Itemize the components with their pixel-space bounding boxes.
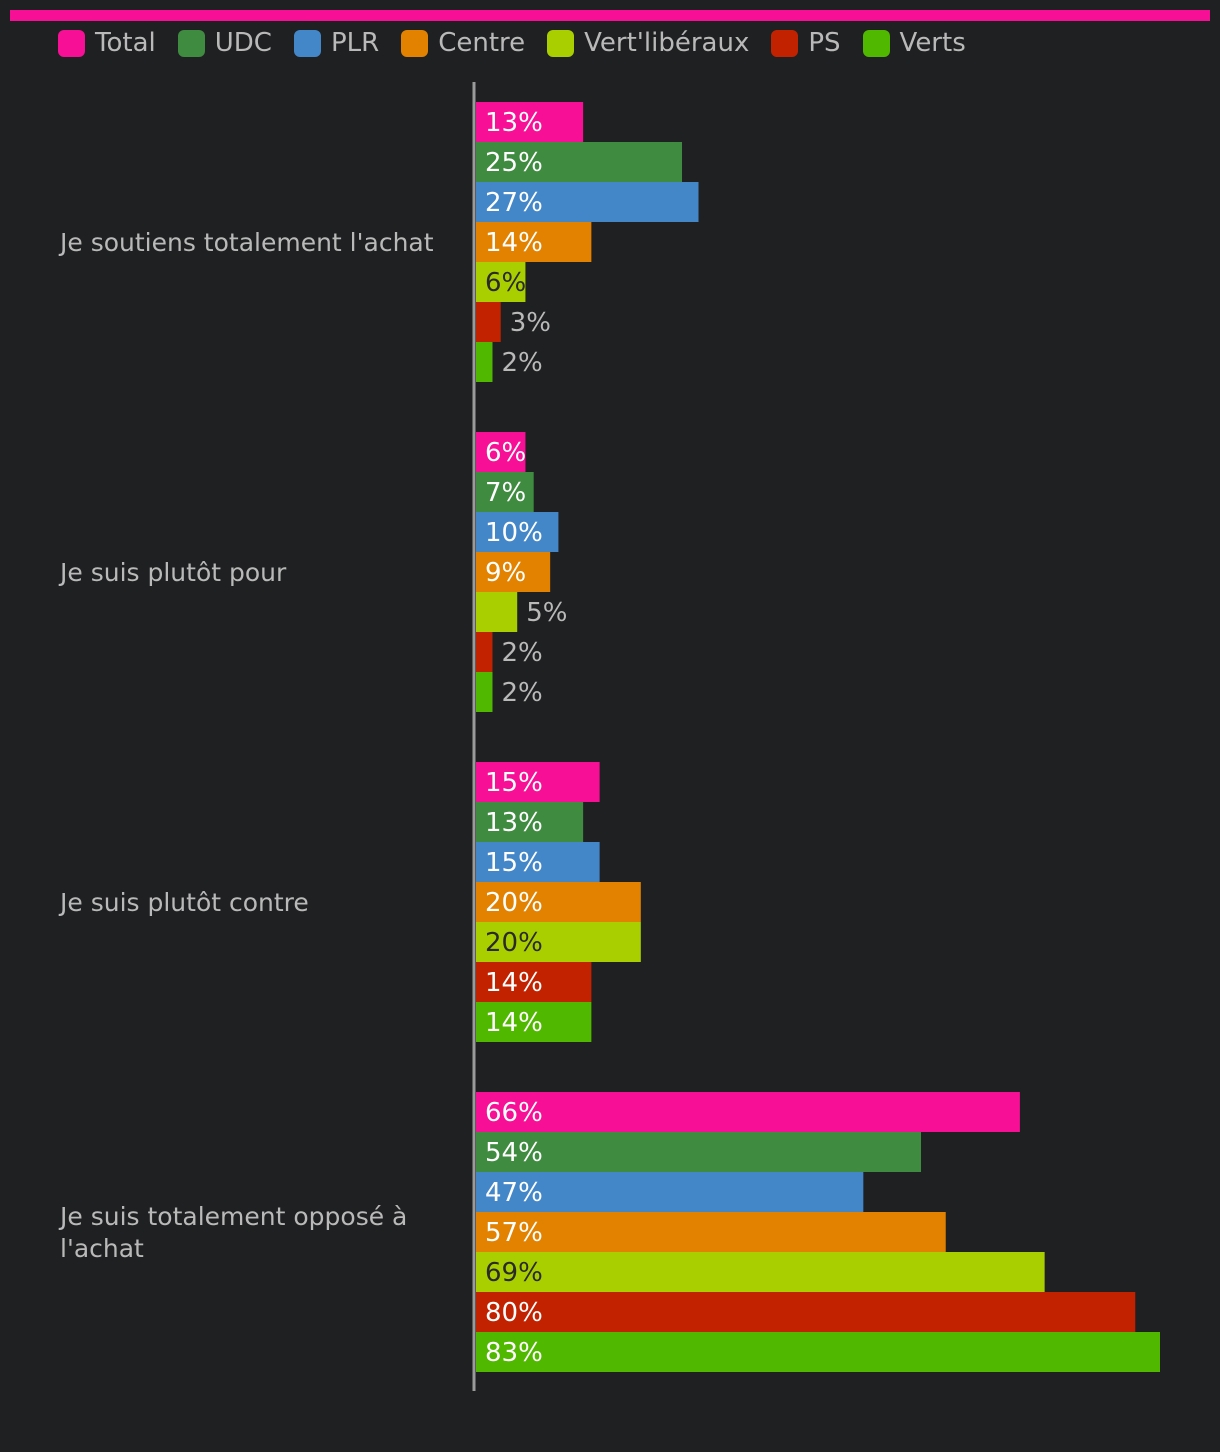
bar-vert-lib-raux (476, 592, 518, 632)
data-label: 13% (485, 108, 543, 138)
bar-total (476, 432, 526, 472)
data-label: 7% (485, 478, 526, 508)
data-label: 2% (501, 638, 542, 668)
legend-label: Total (95, 28, 156, 58)
legend-item-ps: PS (771, 28, 841, 58)
bar-vert-lib-raux (476, 262, 526, 302)
bar-plr (476, 512, 559, 552)
bar-total (476, 1092, 1020, 1132)
bar-ps (476, 962, 592, 1002)
data-label: 9% (485, 558, 526, 588)
data-label: 27% (485, 188, 543, 218)
bar-ps (476, 1292, 1136, 1332)
bar-udc (476, 1132, 922, 1172)
data-label: 57% (485, 1218, 543, 1248)
bar-udc (476, 472, 534, 512)
bar-total (476, 102, 584, 142)
category-label: Je soutiens totalement l'achat (58, 228, 434, 257)
legend-label: Verts (899, 28, 966, 58)
bar-centre (476, 882, 641, 922)
category-label: Je suis plutôt contre (58, 888, 309, 917)
data-label: 14% (485, 1008, 543, 1038)
bar-vert-lib-raux (476, 922, 641, 962)
legend-label: Vert'libéraux (584, 28, 750, 58)
legend-label: Centre (438, 28, 526, 58)
data-label: 10% (485, 518, 543, 548)
bar-ps (476, 302, 501, 342)
data-label: 3% (510, 308, 551, 338)
bar-vert-lib-raux (476, 1252, 1045, 1292)
category-label: Je suis plutôt pour (58, 558, 287, 587)
legend-label: PS (808, 28, 841, 58)
bar-verts (476, 1002, 592, 1042)
category-label: Je suis totalement opposé à l'achat (58, 1202, 407, 1263)
bar-centre (476, 552, 551, 592)
legend: Total UDC PLR Centre Vert'libéraux PS Verts (58, 26, 988, 60)
data-label: 20% (485, 888, 543, 918)
top-accent-bar (10, 10, 1210, 21)
data-label: 66% (485, 1098, 543, 1128)
bar-ps (476, 632, 493, 672)
bar-total (476, 762, 600, 802)
data-label: 69% (485, 1258, 543, 1288)
bar-verts (476, 342, 493, 382)
legend-item-centre: Centre (401, 28, 525, 58)
bar-centre (476, 222, 592, 262)
data-label: 80% (485, 1298, 543, 1328)
data-label: 15% (485, 848, 543, 878)
data-label: 14% (485, 968, 543, 998)
bar-plr (476, 182, 699, 222)
legend-item-plr: PLR (293, 28, 380, 58)
legend-label: PLR (330, 28, 380, 58)
data-label: 13% (485, 808, 543, 838)
data-label: 2% (501, 678, 542, 708)
data-label: 2% (501, 348, 542, 378)
bar-udc (476, 802, 584, 842)
data-label: 6% (485, 438, 526, 468)
data-label: 47% (485, 1178, 543, 1208)
legend-swatch (293, 29, 321, 57)
legend-item-verts: Verts (862, 28, 966, 58)
data-label: 25% (485, 148, 543, 178)
legend-swatch (177, 29, 205, 57)
legend-swatch (547, 29, 575, 57)
data-label: 14% (485, 228, 543, 258)
data-label: 5% (526, 598, 567, 628)
bar-centre (476, 1212, 946, 1252)
legend-label: UDC (214, 28, 272, 58)
data-label: 6% (485, 268, 526, 298)
legend-swatch (862, 29, 890, 57)
bar-udc (476, 142, 683, 182)
bar-plr (476, 842, 600, 882)
legend-swatch (771, 29, 799, 57)
data-label: 15% (485, 768, 543, 798)
legend-item-vert-lib-raux: Vert'libéraux (547, 28, 749, 58)
bar-plr (476, 1172, 864, 1212)
bar-verts (476, 672, 493, 712)
legend-item-udc: UDC (177, 28, 272, 58)
bar-verts (476, 1332, 1160, 1372)
legend-swatch (401, 29, 429, 57)
data-label: 20% (485, 928, 543, 958)
legend-swatch (58, 29, 85, 57)
data-label: 54% (485, 1138, 543, 1168)
data-label: 83% (485, 1338, 543, 1368)
legend-item-total: Total (58, 28, 156, 58)
